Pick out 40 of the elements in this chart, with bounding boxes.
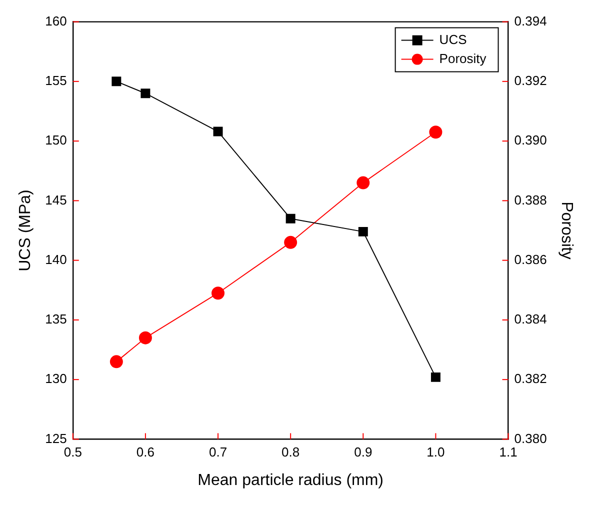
x-tick-label: 0.5 xyxy=(64,444,82,460)
point xyxy=(112,76,122,86)
point xyxy=(430,372,440,382)
y2-tick-label: 0.384 xyxy=(514,312,547,327)
y-tick-label: 160 xyxy=(45,13,67,28)
point xyxy=(212,286,225,300)
y-tick-label: 130 xyxy=(45,371,67,386)
point xyxy=(356,176,370,190)
y-axis-title: UCS (MPa) xyxy=(17,190,34,272)
point xyxy=(213,126,223,136)
point xyxy=(429,126,442,139)
y2-tick-label: 0.380 xyxy=(514,430,547,446)
point xyxy=(140,88,150,98)
y-tick-label: 140 xyxy=(45,252,67,267)
x-tick-label: 0.7 xyxy=(208,444,228,460)
y2-tick-label: 0.394 xyxy=(514,13,547,28)
y2-axis-title: Porosity xyxy=(558,202,575,260)
y-tick-label: 125 xyxy=(45,430,67,446)
y-tick-label: 150 xyxy=(45,132,67,148)
x-tick-label: 0.8 xyxy=(282,444,300,460)
y2-tick-label: 0.390 xyxy=(514,132,547,148)
point xyxy=(110,355,123,368)
y2-tick-label: 0.382 xyxy=(514,371,547,386)
point xyxy=(138,331,152,344)
point xyxy=(358,226,368,236)
x-axis-title: Mean particle radius (mm) xyxy=(198,472,384,489)
point xyxy=(284,236,298,249)
y2-tick-label: 0.388 xyxy=(514,192,547,208)
x-tick-label: 0.9 xyxy=(354,444,372,460)
point xyxy=(286,214,296,224)
y-tick-label: 145 xyxy=(45,192,67,208)
y2-tick-label: 0.386 xyxy=(514,252,547,267)
y2-tick-label: 0.392 xyxy=(514,73,547,88)
legend-label: UCS xyxy=(439,32,468,47)
x-tick-label: 1.0 xyxy=(426,444,445,460)
y-tick-label: 155 xyxy=(45,73,67,88)
x-tick-label: 1.1 xyxy=(499,444,518,460)
legend-label: Porosity xyxy=(439,50,487,66)
y-tick-label: 135 xyxy=(45,312,67,327)
x-tick-label: 0.6 xyxy=(136,444,154,460)
